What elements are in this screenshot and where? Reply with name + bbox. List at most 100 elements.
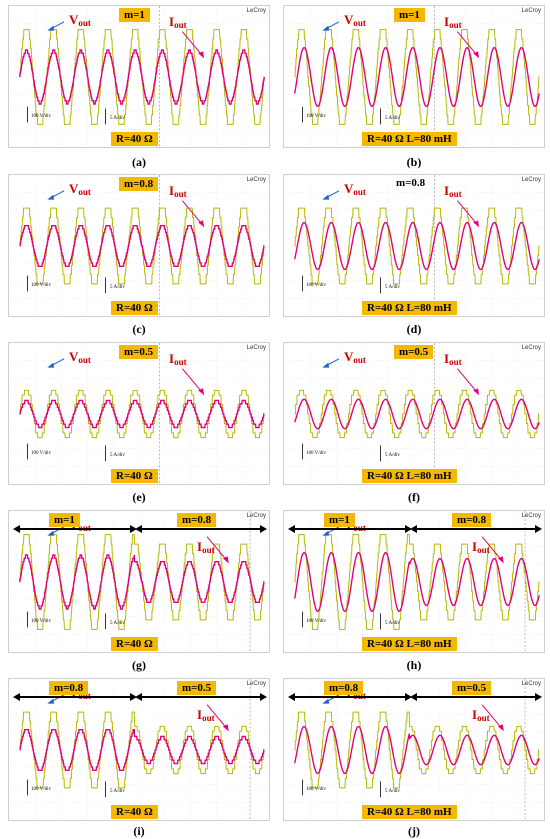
vout-arrow-head [322,194,330,200]
modulation-badge-right: m=0.5 [177,681,217,695]
panel-caption: (e) [132,490,146,504]
vout-label: Vout [69,181,91,197]
modulation-badge: m=0.5 [119,345,159,359]
iout-arrow [206,536,228,561]
iout-trace [294,221,540,271]
vout-arrow-head [47,25,55,31]
iout-label: Iout [169,183,187,199]
vout-label: Vout [344,349,366,365]
vout-arrow-head [47,530,55,536]
scope-brand: LeCroy [246,345,266,351]
voltage-scale: 100 V/div [306,619,327,624]
scope-brand: LeCroy [246,681,266,687]
iout-trace [19,225,265,267]
current-scale: 5 A/div [385,285,400,290]
vout-arrow-head [47,362,55,368]
iout-trace [294,46,540,108]
oscilloscope-panel: LeCroy Vout Iout 100 V/div 5 A/div m=0.8 R=40 … [283,174,545,317]
segment-arrow-left [13,525,137,533]
oscilloscope-panel: LeCroy Vout Iout 100 V/div 5 A/div m=1 R=40 Ω … [283,5,545,148]
panel-caption: (a) [132,155,146,169]
iout-label: Iout [197,707,215,723]
load-badge: R=40 Ω [111,637,158,651]
voltage-scale: 100 V/div [306,114,327,119]
vout-label: Vout [344,12,366,28]
vout-trace [294,534,540,630]
modulation-badge-left: m=1 [49,513,80,527]
load-badge: R=40 Ω L=80 mH [362,301,457,315]
segment-arrow-left [13,693,137,701]
voltage-scale: 100 V/div [31,283,52,288]
iout-label: Iout [197,539,215,555]
voltage-scale: 100 V/div [306,451,327,456]
panel-caption: (j) [408,824,420,838]
load-badge: R=40 Ω L=80 mH [362,132,457,146]
modulation-badge-right: m=0.8 [452,513,492,527]
load-badge: R=40 Ω [111,132,158,146]
iout-arrow [182,31,203,56]
load-badge: R=40 Ω [111,805,158,819]
voltage-scale: 100 V/div [31,787,52,792]
segment-arrow-left [288,693,412,701]
iout-label: Iout [472,707,490,723]
scope-brand: LeCroy [246,513,266,519]
waveform-plot [9,511,269,652]
waveform-plot [9,6,269,147]
voltage-scale: 100 V/div [306,787,327,792]
waveform-plot [9,343,269,484]
voltage-scale: 100 V/div [31,114,52,119]
iout-arrow-head [473,388,480,396]
modulation-badge: m=0.8 [119,177,159,191]
current-scale: 5 A/div [385,453,400,458]
iout-trace [19,729,265,771]
iout-arrow-head [473,220,480,228]
current-scale: 5 A/div [385,789,400,794]
vout-trace [294,389,540,439]
voltage-scale: 100 V/div [31,619,52,624]
vout-label: Vout [344,181,366,197]
iout-arrow [206,704,228,729]
load-badge: R=40 Ω L=80 mH [362,637,457,651]
scope-brand: LeCroy [521,513,541,519]
iout-arrow [457,200,478,225]
iout-label: Iout [169,14,187,30]
iout-trace [294,551,540,613]
panel-caption: (d) [406,322,422,336]
panel-caption: (i) [133,824,145,838]
iout-arrow [481,704,503,729]
modulation-badge: m=1 [119,8,150,22]
iout-trace [19,554,265,610]
current-scale: 5 A/div [110,789,125,794]
iout-trace [19,49,265,105]
iout-arrow [457,31,478,56]
vout-arrow-head [47,194,55,200]
modulation-badge: m=0.8 [396,177,426,189]
vout-trace [294,711,540,789]
vout-trace [294,29,540,125]
iout-label: Iout [444,14,462,30]
scope-brand: LeCroy [521,345,541,351]
current-scale: 5 A/div [385,621,400,626]
segment-arrow-right [135,693,267,701]
waveform-plot [284,6,544,147]
waveform-plot [9,175,269,316]
vout-arrow-head [322,698,330,704]
panel-caption: (h) [406,658,422,672]
iout-trace [294,725,540,775]
current-scale: 5 A/div [110,453,125,458]
waveform-plot [284,343,544,484]
segment-arrow-right [135,525,267,533]
oscilloscope-panel: LeCroy Vout Iout 100 V/div 5 A/div m=0.5 R=40 … [8,342,270,485]
iout-label: Iout [169,351,187,367]
panel-caption: (g) [132,658,146,672]
load-badge: R=40 Ω [111,301,158,315]
panel-caption: (c) [132,322,146,336]
scope-brand: LeCroy [246,8,266,14]
modulation-badge: m=0.5 [394,345,434,359]
modulation-badge: m=1 [394,8,425,22]
iout-arrow-head [198,220,205,228]
iout-arrow-head [198,388,205,396]
